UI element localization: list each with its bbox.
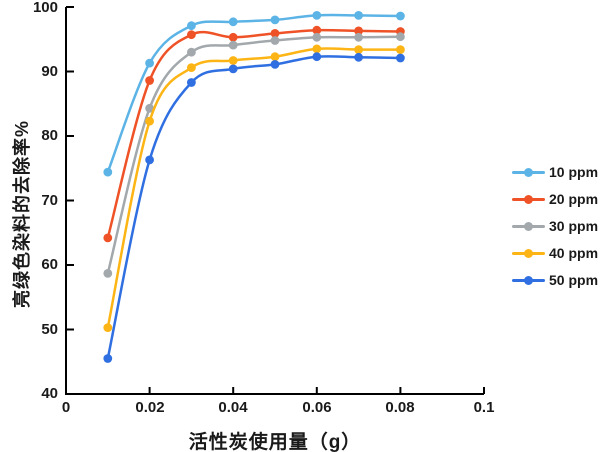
legend-marker-line bbox=[512, 275, 545, 285]
y-tick-label: 100 bbox=[32, 0, 58, 16]
x-tick-label: 0.08 bbox=[385, 399, 415, 416]
x-tick-label: 0.06 bbox=[302, 399, 332, 416]
legend-label: 30 ppm bbox=[549, 218, 599, 234]
legend-label: 20 ppm bbox=[549, 191, 599, 207]
legend: 10 ppm 20 ppm 30 ppm 40 ppm 50 ppm bbox=[512, 163, 598, 289]
y-tick-label: 50 bbox=[41, 321, 58, 338]
x-tick-label: 0.04 bbox=[218, 399, 248, 416]
x-tick-label: 0 bbox=[61, 399, 71, 416]
legend-marker-line bbox=[512, 248, 545, 258]
legend-item-30ppm: 30 ppm bbox=[512, 217, 598, 235]
legend-marker-dot bbox=[524, 275, 533, 285]
legend-item-20ppm: 20 ppm bbox=[512, 190, 598, 208]
legend-marker-line bbox=[512, 221, 545, 231]
y-tick-label: 70 bbox=[41, 192, 58, 209]
x-tick-label: 0.1 bbox=[473, 399, 495, 416]
y-tick-label: 40 bbox=[41, 385, 58, 402]
y-axis-title: 亮绿色染料的去除率% bbox=[12, 120, 32, 309]
legend-item-40ppm: 40 ppm bbox=[512, 244, 598, 262]
y-tick-label: 90 bbox=[41, 63, 58, 80]
y-tick-label: 60 bbox=[41, 256, 58, 273]
x-tick-label: 0.02 bbox=[135, 399, 165, 416]
legend-item-50ppm: 50 ppm bbox=[512, 271, 598, 289]
legend-marker-line bbox=[512, 167, 545, 177]
legend-label: 10 ppm bbox=[549, 164, 599, 180]
legend-marker-dot bbox=[524, 221, 533, 231]
legend-marker-dot bbox=[524, 167, 533, 177]
legend-marker-line bbox=[512, 194, 545, 204]
x-axis-title: 活性炭使用量（g） bbox=[188, 432, 362, 452]
legend-marker-dot bbox=[524, 248, 533, 258]
legend-item-10ppm: 10 ppm bbox=[512, 163, 598, 181]
legend-label: 40 ppm bbox=[549, 245, 599, 261]
y-tick-label: 80 bbox=[41, 127, 58, 144]
legend-label: 50 ppm bbox=[549, 272, 599, 288]
legend-marker-dot bbox=[524, 194, 533, 204]
